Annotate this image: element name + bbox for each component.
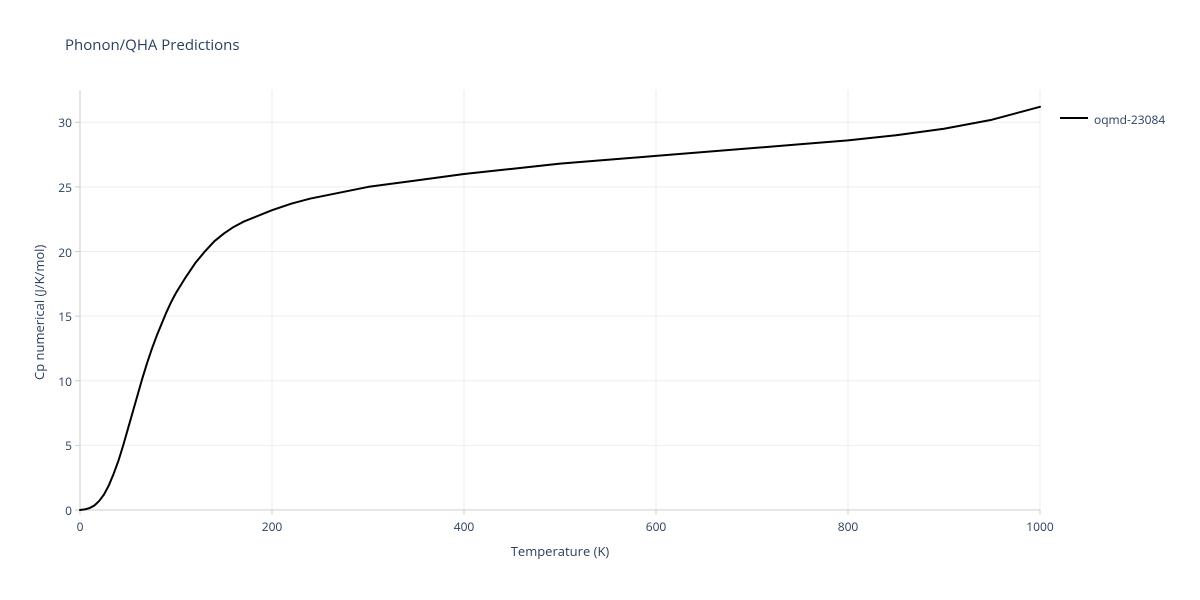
plot-area [0, 0, 1200, 600]
y-tick-label: 0 [65, 502, 72, 519]
y-tick-label: 5 [65, 437, 72, 454]
y-tick-label: 20 [58, 244, 72, 261]
legend-label: oqmd-23084 [1094, 111, 1165, 128]
x-tick-label: 800 [833, 518, 863, 535]
x-tick-label: 400 [449, 518, 479, 535]
chart-container: Phonon/QHA Predictions Temperature (K) C… [0, 0, 1200, 600]
y-tick-label: 30 [58, 114, 72, 131]
x-tick-label: 1000 [1025, 518, 1055, 535]
legend-item[interactable]: oqmd-23084 [1060, 110, 1165, 128]
y-axis-label: Cp numerical (J/K/mol) [30, 245, 48, 380]
x-tick-label: 600 [641, 518, 671, 535]
legend-swatch [1060, 111, 1088, 128]
x-tick-label: 0 [65, 518, 95, 535]
y-tick-label: 25 [58, 179, 72, 196]
x-tick-label: 200 [257, 518, 287, 535]
y-tick-label: 10 [58, 373, 72, 390]
x-axis-label: Temperature (K) [500, 542, 620, 560]
legend: oqmd-23084 [1060, 110, 1165, 128]
y-tick-label: 15 [58, 308, 72, 325]
